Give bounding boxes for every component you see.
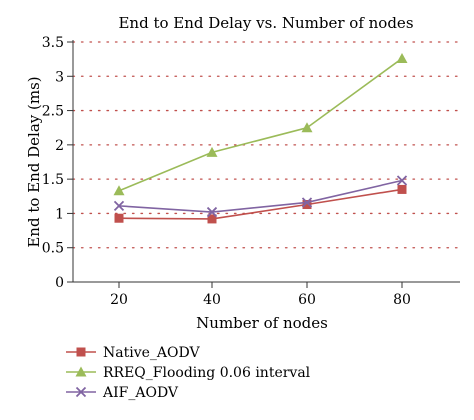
y-tick-label-2: 1 — [55, 206, 64, 222]
y-tick-label-1: 0.5 — [42, 241, 64, 257]
data-point-rreq-flooding-0-06-interval-1 — [206, 146, 218, 157]
y-tick-label-0: 0 — [55, 275, 64, 291]
y-tick-label-3: 1.5 — [42, 172, 64, 188]
series-rreq-flooding-0-06-interval — [113, 52, 408, 196]
data-point-aif-aodv-0 — [113, 200, 125, 212]
data-point-aif-aodv-2 — [301, 197, 313, 208]
series-line-aif-aodv — [118, 179, 403, 213]
x-tick-label-0: 20 — [110, 292, 128, 308]
data-point-native-aodv-0 — [114, 213, 124, 223]
y-tick-label-6: 3 — [55, 69, 64, 85]
legend-marker-rreq-flooding-0-06-interval — [75, 366, 87, 377]
legend-marker-native-aodv — [76, 347, 86, 357]
series-native-aodv — [114, 184, 407, 224]
axes — [67, 40, 460, 288]
data-series — [113, 52, 408, 224]
data-point-native-aodv-2 — [302, 200, 312, 210]
data-point-aif-aodv-1 — [206, 206, 218, 218]
gridlines — [72, 41, 461, 249]
legend-label-native-aodv: Native_AODV — [103, 345, 200, 361]
legend-item-rreq-flooding-0-06-interval: RREQ_Flooding 0.06 interval — [66, 365, 311, 381]
data-point-aif-aodv-3 — [396, 175, 408, 186]
legend-label-aif-aodv: AIF_AODV — [102, 385, 179, 401]
x-tick-labels: 20 40 60 80 — [110, 292, 411, 308]
data-point-native-aodv-3 — [397, 184, 407, 194]
x-tick-label-1: 40 — [203, 292, 221, 308]
y-tick-label-4: 2 — [55, 138, 64, 154]
series-aif-aodv — [113, 175, 408, 218]
data-point-native-aodv-1 — [207, 214, 217, 224]
legend: Native_AODV RREQ_Flooding 0.06 interval AI… — [66, 345, 311, 401]
y-axis-label: End to End Delay (ms) — [25, 76, 43, 247]
series-line-rreq-flooding-0-06-interval — [118, 57, 403, 192]
legend-item-native-aodv: Native_AODV — [66, 345, 200, 361]
legend-item-aif-aodv: AIF_AODV — [66, 385, 179, 401]
data-point-rreq-flooding-0-06-interval-3 — [396, 52, 408, 63]
legend-label-rreq-flooding-0-06-interval: RREQ_Flooding 0.06 interval — [103, 365, 311, 381]
series-line-native-aodv — [118, 188, 403, 220]
data-point-rreq-flooding-0-06-interval-0 — [113, 185, 125, 196]
x-tick-label-2: 60 — [298, 292, 316, 308]
y-tick-labels: 0 0.5 1 1.5 2 2.5 3 3.5 — [42, 35, 64, 291]
x-axis-label: Number of nodes — [196, 314, 328, 332]
y-tick-label-5: 2.5 — [42, 104, 64, 120]
y-tick-label-7: 3.5 — [42, 35, 64, 51]
x-tick-label-3: 80 — [393, 292, 411, 308]
legend-marker-aif-aodv — [75, 386, 87, 398]
chart-title: End to End Delay vs. Number of nodes — [118, 14, 413, 32]
data-point-rreq-flooding-0-06-interval-2 — [301, 122, 313, 133]
